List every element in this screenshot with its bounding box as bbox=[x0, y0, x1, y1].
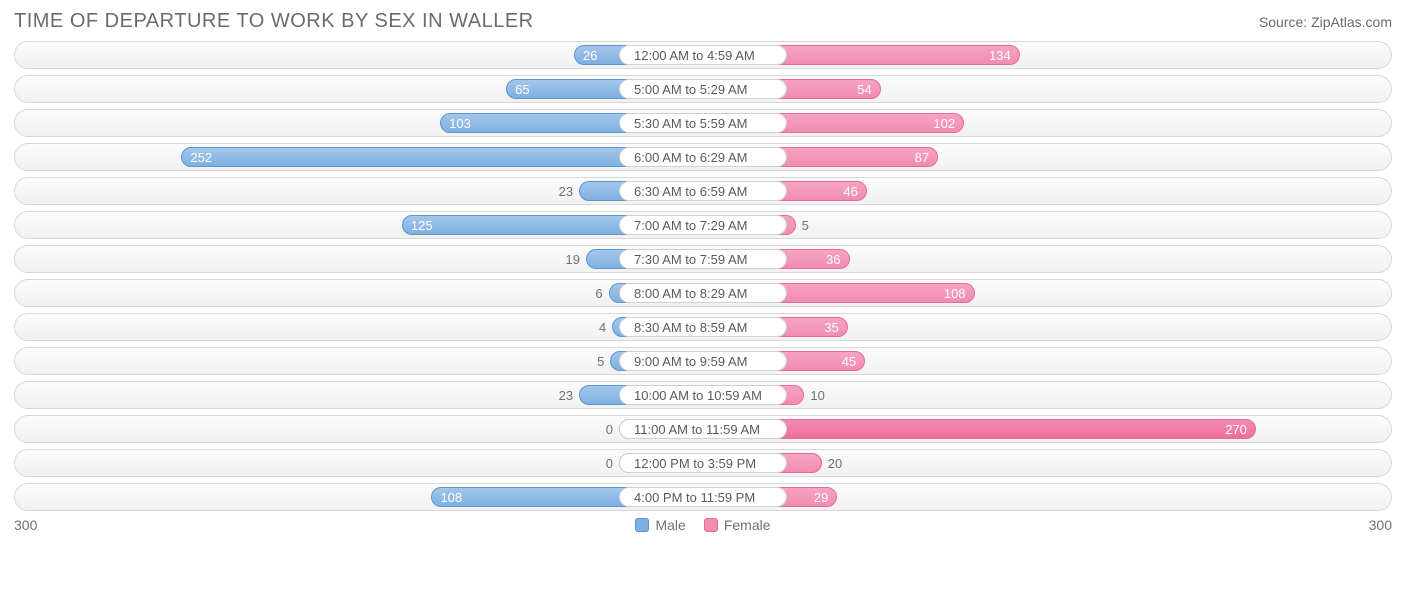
category-label: 11:00 AM to 11:59 AM bbox=[619, 419, 787, 439]
chart-row: 125 5 7:00 AM to 7:29 AM bbox=[14, 211, 1392, 239]
value-female: 20 bbox=[822, 450, 842, 476]
value-female: 45 bbox=[842, 354, 856, 369]
legend-label-male: Male bbox=[655, 517, 685, 533]
chart-footer: 300 Male Female 300 bbox=[14, 517, 1392, 533]
legend-item-female: Female bbox=[704, 517, 771, 533]
category-label: 12:00 AM to 4:59 AM bbox=[619, 45, 787, 65]
value-male: 19 bbox=[566, 246, 586, 272]
axis-max-left: 300 bbox=[14, 517, 37, 533]
value-male: 26 bbox=[583, 48, 597, 63]
value-female: 87 bbox=[915, 150, 929, 165]
chart-row: 5 45 9:00 AM to 9:59 AM bbox=[14, 347, 1392, 375]
chart-row: 26 134 12:00 AM to 4:59 AM bbox=[14, 41, 1392, 69]
chart-row: 6 108 8:00 AM to 8:29 AM bbox=[14, 279, 1392, 307]
value-male: 103 bbox=[449, 116, 471, 131]
chart-row: 103 102 5:30 AM to 5:59 AM bbox=[14, 109, 1392, 137]
value-male: 23 bbox=[559, 178, 579, 204]
legend-label-female: Female bbox=[724, 517, 771, 533]
value-female: 10 bbox=[804, 382, 824, 408]
category-label: 8:30 AM to 8:59 AM bbox=[619, 317, 787, 337]
chart-row: 19 36 7:30 AM to 7:59 AM bbox=[14, 245, 1392, 273]
chart-rows: 2613412:00 AM to 4:59 AM65545:00 AM to 5… bbox=[14, 41, 1392, 511]
value-female: 29 bbox=[814, 490, 828, 505]
chart-row: 23 10 10:00 AM to 10:59 AM bbox=[14, 381, 1392, 409]
chart-row: 65 54 5:00 AM to 5:29 AM bbox=[14, 75, 1392, 103]
category-label: 5:30 AM to 5:59 AM bbox=[619, 113, 787, 133]
chart-row: 0 20 12:00 PM to 3:59 PM bbox=[14, 449, 1392, 477]
value-male: 4 bbox=[599, 314, 612, 340]
value-female: 270 bbox=[1225, 422, 1247, 437]
category-label: 7:30 AM to 7:59 AM bbox=[619, 249, 787, 269]
value-female: 36 bbox=[826, 252, 840, 267]
chart-row: 23 46 6:30 AM to 6:59 AM bbox=[14, 177, 1392, 205]
category-label: 7:00 AM to 7:29 AM bbox=[619, 215, 787, 235]
value-male: 65 bbox=[515, 82, 529, 97]
category-label: 10:00 AM to 10:59 AM bbox=[619, 385, 787, 405]
chart-header: TIME OF DEPARTURE TO WORK BY SEX IN WALL… bbox=[14, 10, 1392, 33]
value-male: 6 bbox=[595, 280, 608, 306]
chart-row: 252 87 6:00 AM to 6:29 AM bbox=[14, 143, 1392, 171]
category-label: 5:00 AM to 5:29 AM bbox=[619, 79, 787, 99]
value-male: 23 bbox=[559, 382, 579, 408]
legend: Male Female bbox=[37, 517, 1368, 533]
value-male: 108 bbox=[440, 490, 462, 505]
axis-max-right: 300 bbox=[1369, 517, 1392, 533]
legend-swatch-male bbox=[635, 518, 649, 532]
category-label: 12:00 PM to 3:59 PM bbox=[619, 453, 787, 473]
chart-row: 108 29 4:00 PM to 11:59 PM bbox=[14, 483, 1392, 511]
chart-row: 4 35 8:30 AM to 8:59 AM bbox=[14, 313, 1392, 341]
category-label: 4:00 PM to 11:59 PM bbox=[619, 487, 787, 507]
category-label: 8:00 AM to 8:29 AM bbox=[619, 283, 787, 303]
value-female: 46 bbox=[843, 184, 857, 199]
value-female: 102 bbox=[933, 116, 955, 131]
value-female: 134 bbox=[989, 48, 1011, 63]
diverging-bar-chart: TIME OF DEPARTURE TO WORK BY SEX IN WALL… bbox=[0, 0, 1406, 543]
category-label: 9:00 AM to 9:59 AM bbox=[619, 351, 787, 371]
value-male: 0 bbox=[606, 416, 619, 442]
value-female: 35 bbox=[824, 320, 838, 335]
value-male: 252 bbox=[190, 150, 212, 165]
value-male: 5 bbox=[597, 348, 610, 374]
value-female: 54 bbox=[857, 82, 871, 97]
chart-source: Source: ZipAtlas.com bbox=[1259, 14, 1392, 30]
category-label: 6:00 AM to 6:29 AM bbox=[619, 147, 787, 167]
value-female: 108 bbox=[944, 286, 966, 301]
value-male: 0 bbox=[606, 450, 619, 476]
value-female: 5 bbox=[796, 212, 809, 238]
legend-swatch-female bbox=[704, 518, 718, 532]
category-label: 6:30 AM to 6:59 AM bbox=[619, 181, 787, 201]
value-male: 125 bbox=[411, 218, 433, 233]
legend-item-male: Male bbox=[635, 517, 685, 533]
chart-row: 0 270 11:00 AM to 11:59 AM bbox=[14, 415, 1392, 443]
chart-title: TIME OF DEPARTURE TO WORK BY SEX IN WALL… bbox=[14, 10, 534, 33]
